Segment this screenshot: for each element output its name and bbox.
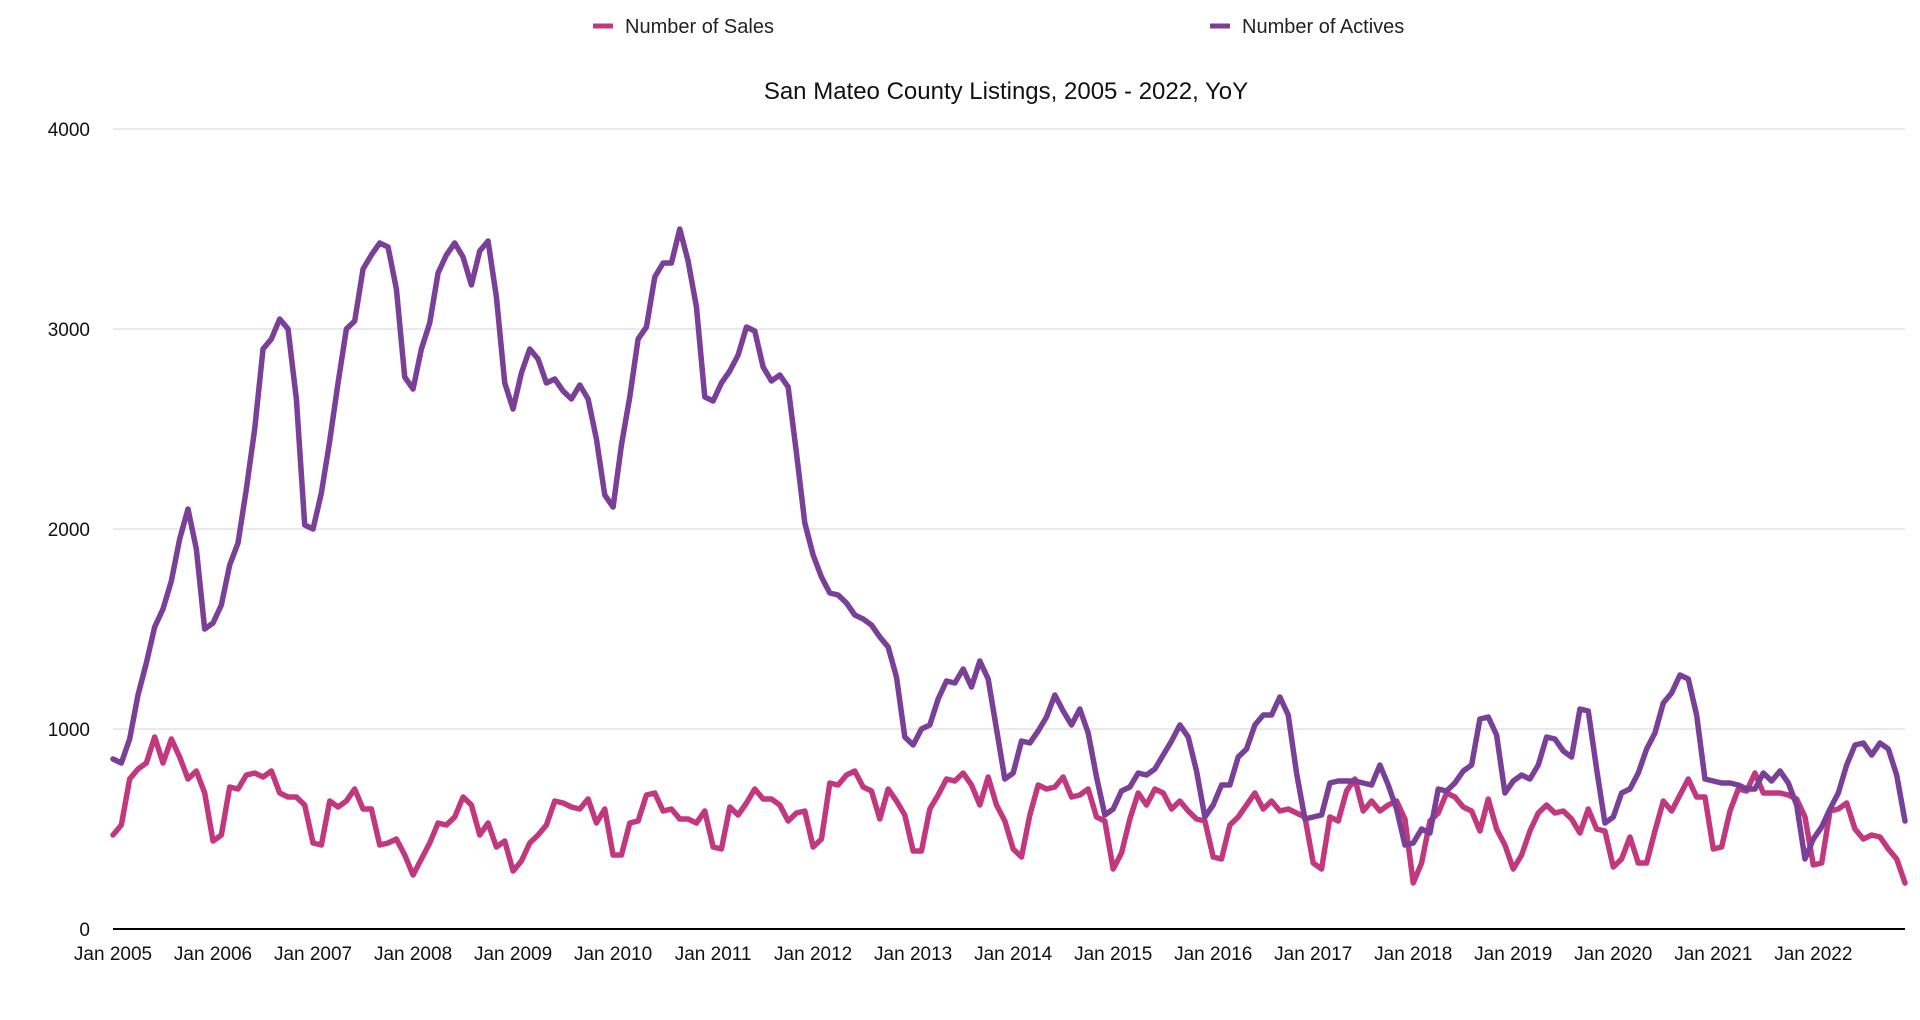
y-tick-label: 3000: [48, 320, 90, 341]
chart-legend: Number of Sales Number of Actives: [593, 16, 1404, 38]
legend-item-sales[interactable]: Number of Sales: [593, 16, 774, 38]
legend-label-actives: Number of Actives: [1242, 16, 1404, 38]
x-tick-label: Jan 2010: [574, 944, 652, 965]
x-tick-label: Jan 2007: [274, 944, 352, 965]
y-axis-ticks: 0 1000 2000 3000 4000: [48, 120, 90, 941]
x-tick-label: Jan 2006: [174, 944, 252, 965]
chart-title: San Mateo County Listings, 2005 - 2022, …: [764, 78, 1248, 105]
x-tick-label: Jan 2015: [1074, 944, 1152, 965]
series-line-actives[interactable]: [110, 226, 1908, 862]
series-line-sales[interactable]: [110, 734, 1908, 886]
x-tick-label: Jan 2022: [1774, 944, 1852, 965]
y-tick-label: 4000: [48, 120, 90, 141]
x-tick-label: Jan 2014: [974, 944, 1053, 965]
x-tick-label: Jan 2009: [474, 944, 552, 965]
y-tick-label: 0: [79, 920, 90, 941]
x-tick-label: Jan 2012: [774, 944, 852, 965]
x-tick-label: Jan 2013: [874, 944, 952, 965]
x-axis-ticks: Jan 2005 Jan 2006 Jan 2007 Jan 2008 Jan 2009…: [74, 944, 1853, 965]
x-tick-label: Jan 2008: [374, 944, 452, 965]
x-tick-label: Jan 2020: [1574, 944, 1652, 965]
x-tick-label: Jan 2005: [74, 944, 152, 965]
series-lines: [110, 226, 1908, 886]
y-tick-label: 2000: [48, 520, 90, 541]
x-tick-label: Jan 2017: [1274, 944, 1352, 965]
x-tick-label: Jan 2016: [1174, 944, 1252, 965]
legend-item-actives[interactable]: Number of Actives: [1210, 16, 1404, 38]
y-tick-label: 1000: [48, 720, 90, 741]
x-tick-label: Jan 2018: [1374, 944, 1452, 965]
x-tick-label: Jan 2021: [1674, 944, 1752, 965]
y-gridlines: [113, 128, 1905, 730]
x-tick-label: Jan 2019: [1474, 944, 1552, 965]
legend-label-sales: Number of Sales: [625, 16, 774, 38]
x-tick-label: Jan 2011: [675, 944, 752, 965]
